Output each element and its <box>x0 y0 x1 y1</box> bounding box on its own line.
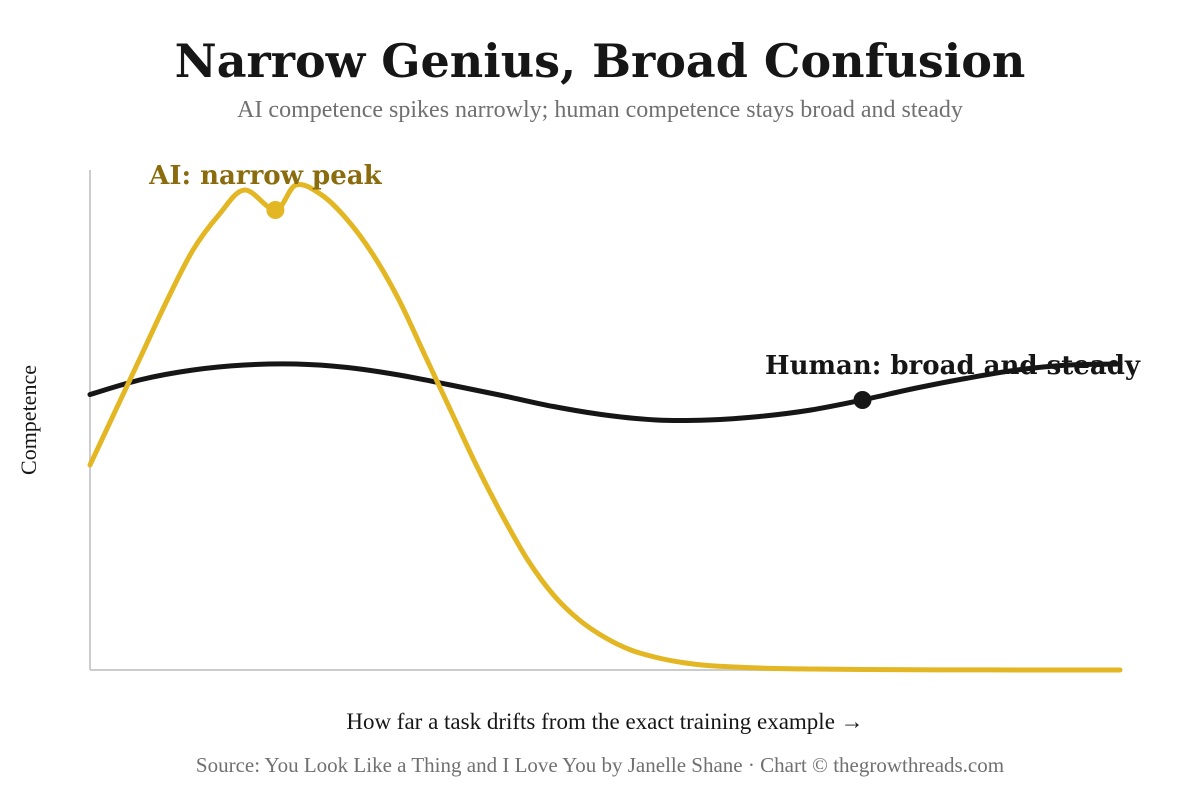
ai-series-line <box>87 181 1123 673</box>
human-series-label: Human: broad and steady <box>765 351 1141 381</box>
ai-series-label: AI: narrow peak <box>148 161 382 191</box>
x-axis-label: How far a task drifts from the exact tra… <box>346 709 863 734</box>
y-axis-label: Competence <box>16 365 41 475</box>
source-note: Source: You Look Like a Thing and I Love… <box>196 753 1004 777</box>
ai-peak-marker <box>266 201 285 219</box>
human-series-line <box>87 361 1123 424</box>
chart-title: Narrow Genius, Broad Confusion <box>175 34 1026 88</box>
plot-area: AI: narrow peak Human: broad and steady <box>87 161 1141 673</box>
chart-subtitle: AI competence spikes narrowly; human com… <box>237 97 963 123</box>
human-marker <box>853 391 872 409</box>
